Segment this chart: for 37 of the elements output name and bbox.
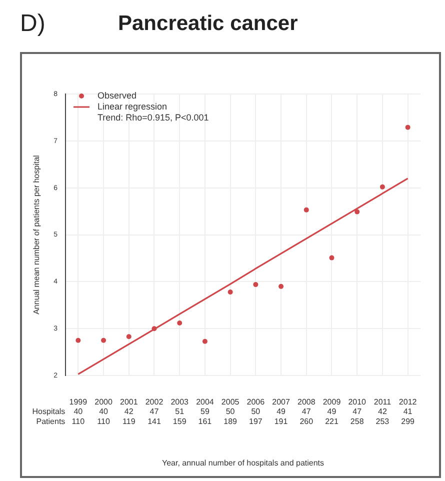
x-tick-label: 2004 59 161	[196, 398, 214, 426]
point	[253, 282, 258, 288]
point	[76, 338, 81, 343]
x-tick-label: 2010 47 258	[348, 398, 367, 426]
x-tick-label: 2002 47 141	[145, 398, 164, 426]
legend-label: Linear regression	[97, 101, 168, 112]
point	[304, 207, 309, 212]
point	[278, 284, 284, 289]
x-tick-label: 2003 51 159	[170, 398, 190, 426]
x-axis-title: Year, annual number of hospitals and patients	[162, 458, 324, 468]
x-tick-label: 2007 49 191	[272, 398, 290, 426]
point	[152, 326, 157, 332]
point	[405, 124, 410, 130]
point	[354, 209, 360, 214]
point	[126, 334, 132, 340]
x-tick-label: 2008 47 260	[297, 398, 316, 426]
legend-label: Observed	[97, 90, 137, 100]
x-tick-label: 2011 42 253	[374, 398, 392, 426]
x-tick-label: 2000 40 110	[94, 398, 113, 426]
point	[380, 184, 385, 190]
x-tick-label: 2006 50 197	[246, 398, 266, 426]
annotation: Trend: Rho=0.915, P<0.001	[97, 112, 209, 122]
text: Patients	[36, 416, 66, 426]
point	[177, 320, 182, 326]
x-tick-label: 2009 49 221	[322, 398, 342, 426]
x-tick-label: 2001 42 119	[120, 398, 138, 426]
y-axis-title: Annual mean number of patients per hospital	[32, 154, 42, 314]
text: D)	[20, 10, 46, 38]
chart-title: Pancreatic cancer	[118, 12, 298, 36]
x-tick-label: 1999 40 110	[69, 398, 88, 426]
point	[228, 290, 233, 295]
x-tick-label: 2012 41 299	[398, 398, 418, 426]
x-tick-label: 2005 50 189	[221, 398, 240, 426]
text: Hospitals	[32, 406, 66, 416]
point	[202, 338, 208, 344]
point	[101, 338, 106, 343]
point	[329, 255, 334, 260]
